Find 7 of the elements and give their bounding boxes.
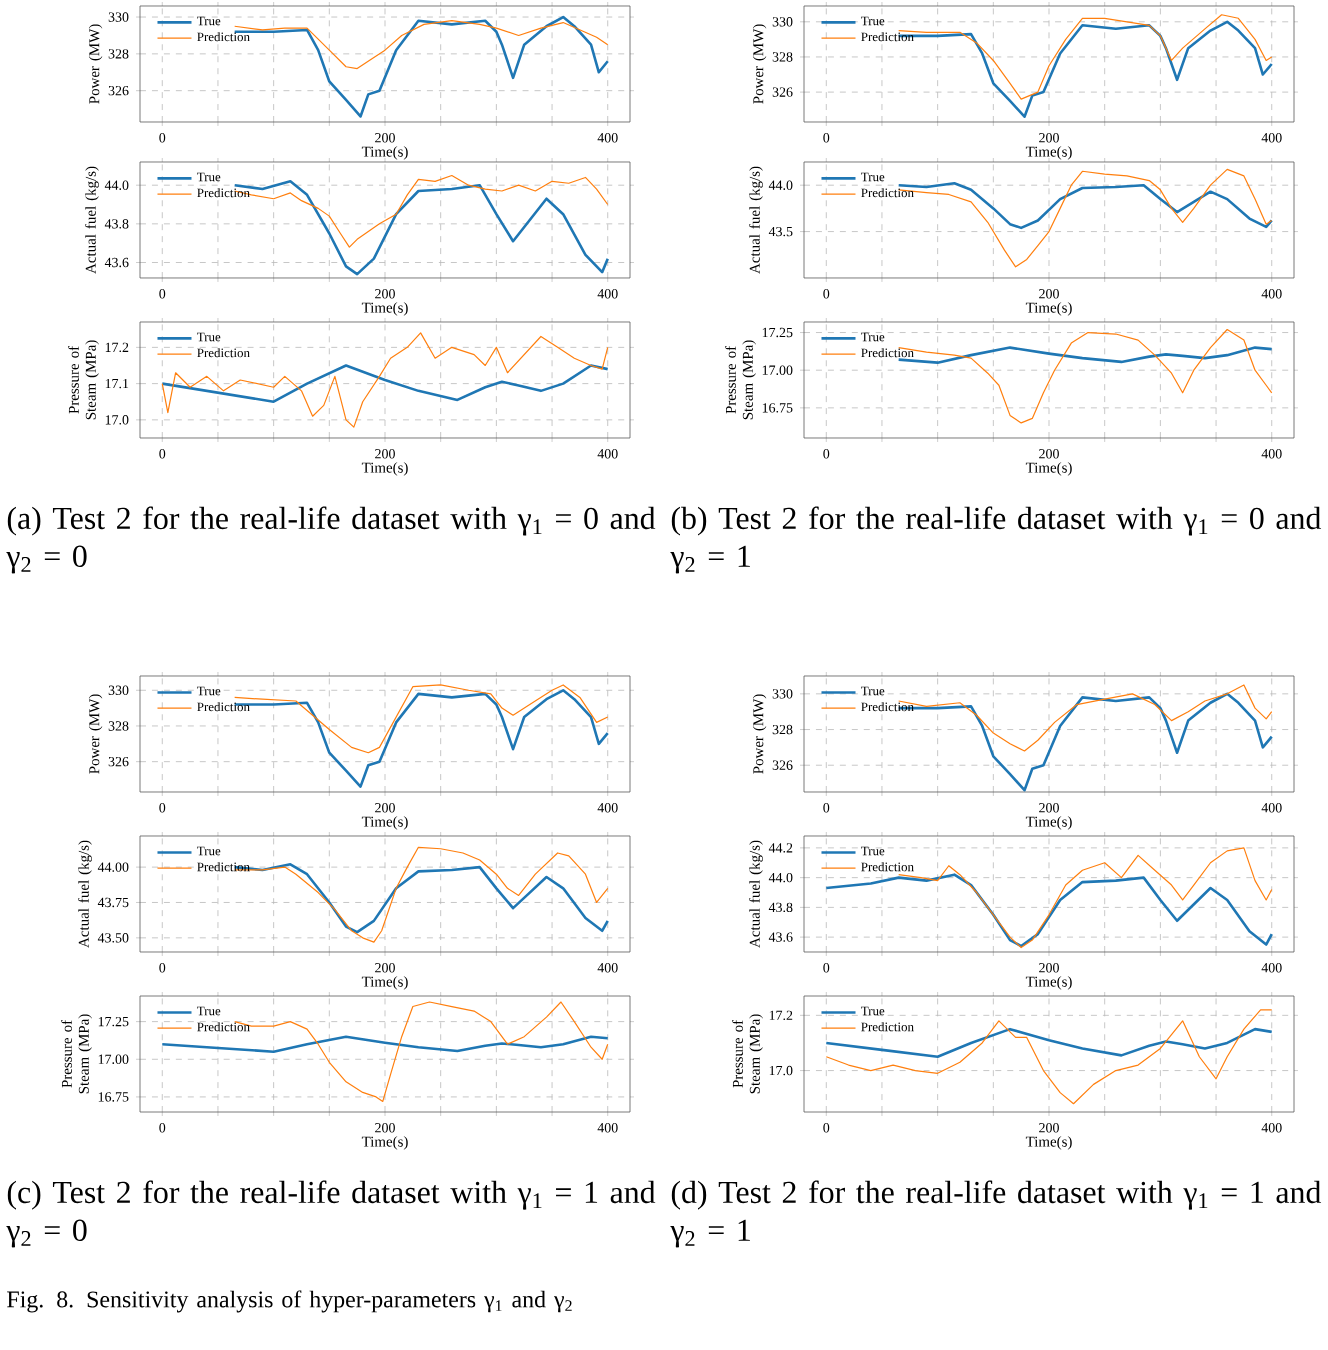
line-series <box>825 1009 1273 1105</box>
line-series <box>160 1035 610 1054</box>
caption: Fig. 8. Sensitivity analysis of hyper-parameters γ$_{1}$ and γ$_{2}$ <box>7 1290 572 1313</box>
text: (d) Test 2 for the real-life dataset with γ$_{1}$ = 1 and γ$_{2}$ = 1 <box>670 1180 1322 1248</box>
text: (a) Test 2 for the real-life dataset with γ$_{1}$ = 0 and γ$_{2}$ = 0 <box>6 506 656 574</box>
text: (b) Test 2 for the real-life dataset with γ$_{1}$ = 0 and γ$_{2}$ = 1 <box>670 506 1322 574</box>
text: (c) Test 2 for the real-life dataset with γ$_{1}$ = 1 and γ$_{2}$ = 0 <box>6 1180 656 1248</box>
